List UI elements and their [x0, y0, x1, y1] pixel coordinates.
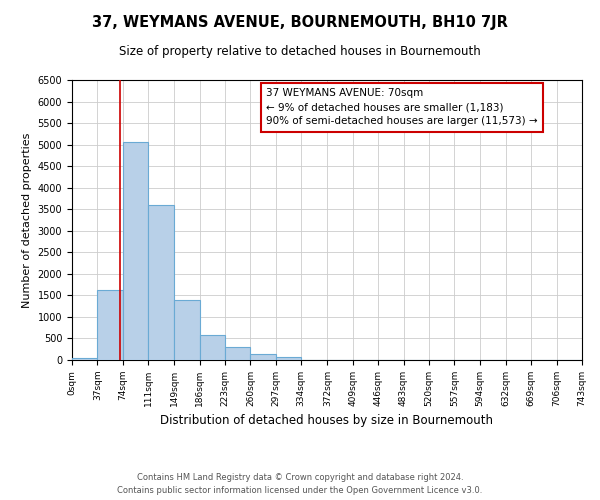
Bar: [200, 335, 225, 360]
Bar: [225, 347, 250, 360]
Y-axis label: Number of detached properties: Number of detached properties: [22, 132, 32, 308]
Bar: [174, 300, 200, 360]
X-axis label: Distribution of detached houses by size in Bournemouth: Distribution of detached houses by size …: [161, 414, 493, 428]
Text: 37 WEYMANS AVENUE: 70sqm
← 9% of detached houses are smaller (1,183)
90% of semi: 37 WEYMANS AVENUE: 70sqm ← 9% of detache…: [266, 88, 538, 126]
Bar: [148, 205, 174, 360]
Bar: [97, 290, 123, 360]
Bar: [72, 358, 97, 360]
Bar: [123, 142, 148, 360]
Bar: [250, 354, 276, 360]
Text: 37, WEYMANS AVENUE, BOURNEMOUTH, BH10 7JR: 37, WEYMANS AVENUE, BOURNEMOUTH, BH10 7J…: [92, 15, 508, 30]
Bar: [276, 358, 301, 360]
Text: Contains HM Land Registry data © Crown copyright and database right 2024.
Contai: Contains HM Land Registry data © Crown c…: [118, 474, 482, 495]
Text: Size of property relative to detached houses in Bournemouth: Size of property relative to detached ho…: [119, 45, 481, 58]
